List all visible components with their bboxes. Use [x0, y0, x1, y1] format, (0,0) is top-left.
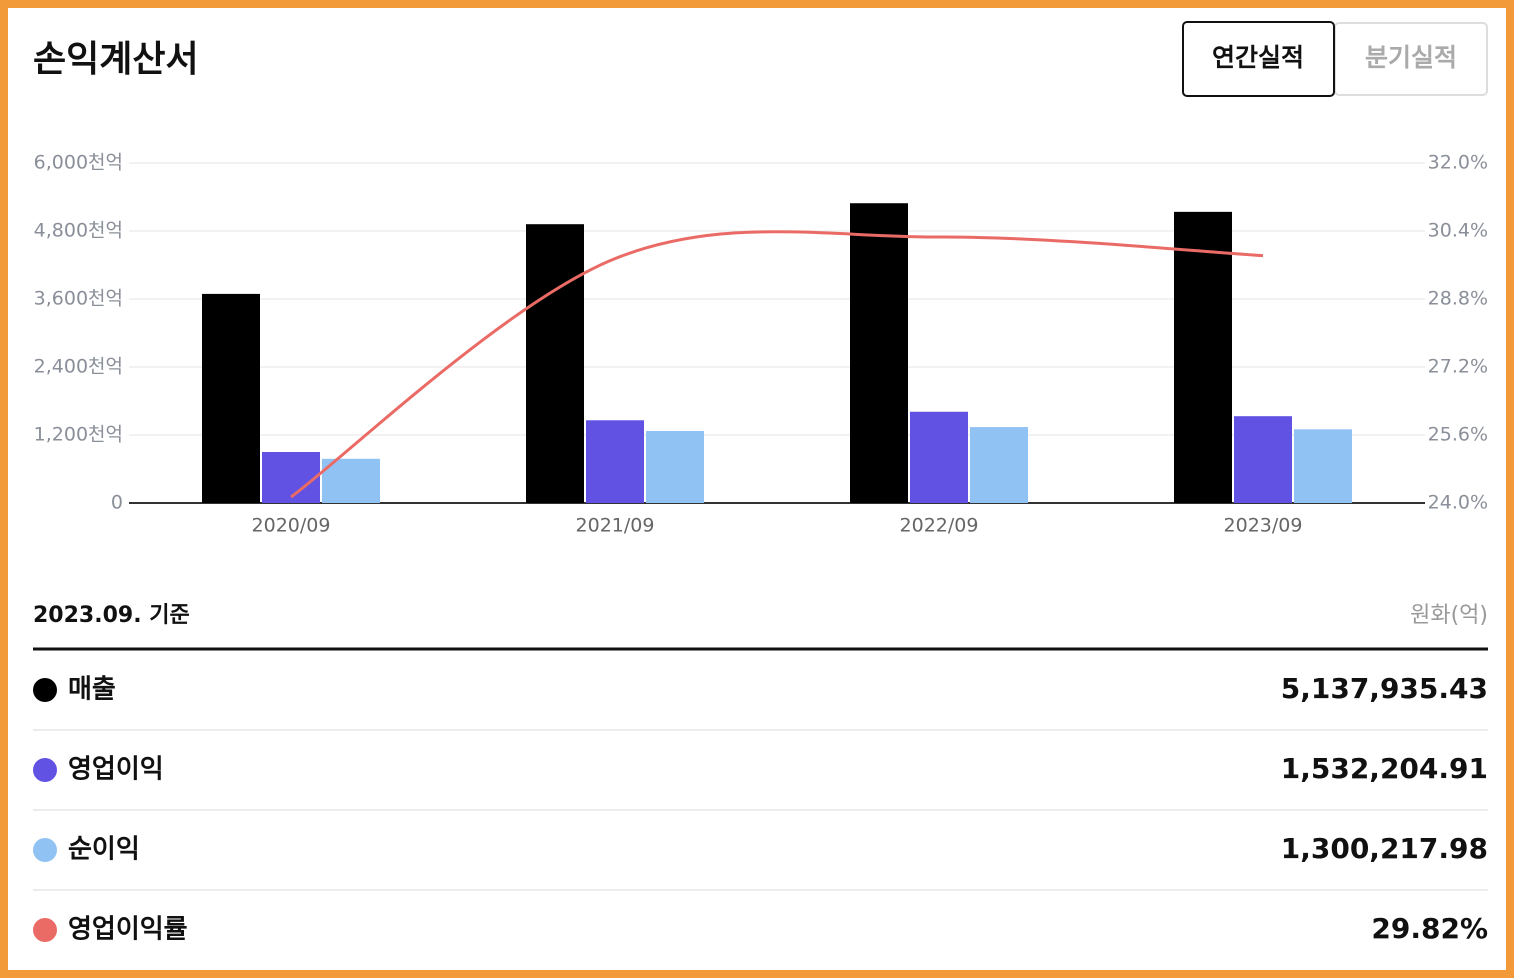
x-tick-label: 2023/09: [1224, 515, 1303, 537]
x-tick-label: 2022/09: [900, 515, 979, 537]
x-tick-label: 2020/09: [252, 515, 331, 537]
y-tick-label: 0: [111, 492, 123, 514]
bar: [586, 420, 644, 503]
y2-tick-label: 28.8%: [1428, 288, 1488, 310]
y2-tick-label: 24.0%: [1428, 492, 1488, 514]
x-tick-label: 2021/09: [576, 515, 655, 537]
row-label: 순이익: [68, 835, 140, 865]
line-series: [290, 230, 1264, 499]
y-tick-label: 6,000천억: [34, 152, 123, 174]
bar: [910, 411, 968, 503]
as-of-date: 2023.09. 기준: [33, 603, 190, 628]
row-label: 영업이익률: [68, 915, 188, 945]
y2-tick-label: 30.4%: [1428, 220, 1488, 242]
page-title: 손익계산서: [33, 39, 199, 80]
y-tick-label: 2,400천억: [34, 356, 123, 378]
legend-dot: [33, 758, 57, 782]
bar: [202, 293, 260, 503]
bar: [1174, 211, 1232, 503]
bar: [322, 458, 380, 503]
bar: [646, 431, 704, 503]
legend-dot: [33, 838, 57, 862]
bar: [1234, 416, 1292, 503]
y2-tick-label: 27.2%: [1428, 356, 1488, 378]
tab-label[interactable]: 분기실적: [1365, 43, 1457, 72]
row-label: 매출: [68, 675, 116, 705]
y-tick-label: 1,200천억: [34, 424, 123, 446]
legend-dot: [33, 918, 57, 942]
row-value: 29.82%: [1371, 912, 1488, 945]
bar: [850, 203, 908, 503]
legend-dot: [33, 678, 57, 702]
tab-button[interactable]: [1182, 21, 1335, 97]
bar: [262, 452, 320, 503]
bar: [970, 427, 1028, 503]
row-value: 5,137,935.43: [1281, 672, 1488, 705]
tab-label[interactable]: 연간실적: [1212, 43, 1304, 72]
y-tick-label: 4,800천억: [34, 220, 123, 242]
y2-tick-label: 32.0%: [1428, 152, 1488, 174]
unit-label: 원화(억): [1410, 603, 1488, 628]
row-value: 1,532,204.91: [1281, 752, 1488, 785]
row-label: 영업이익: [68, 755, 164, 785]
y-tick-label: 3,600천억: [34, 288, 123, 310]
bar: [1294, 429, 1352, 503]
bar: [526, 224, 584, 503]
row-value: 1,300,217.98: [1281, 832, 1488, 865]
y2-tick-label: 25.6%: [1428, 424, 1488, 446]
